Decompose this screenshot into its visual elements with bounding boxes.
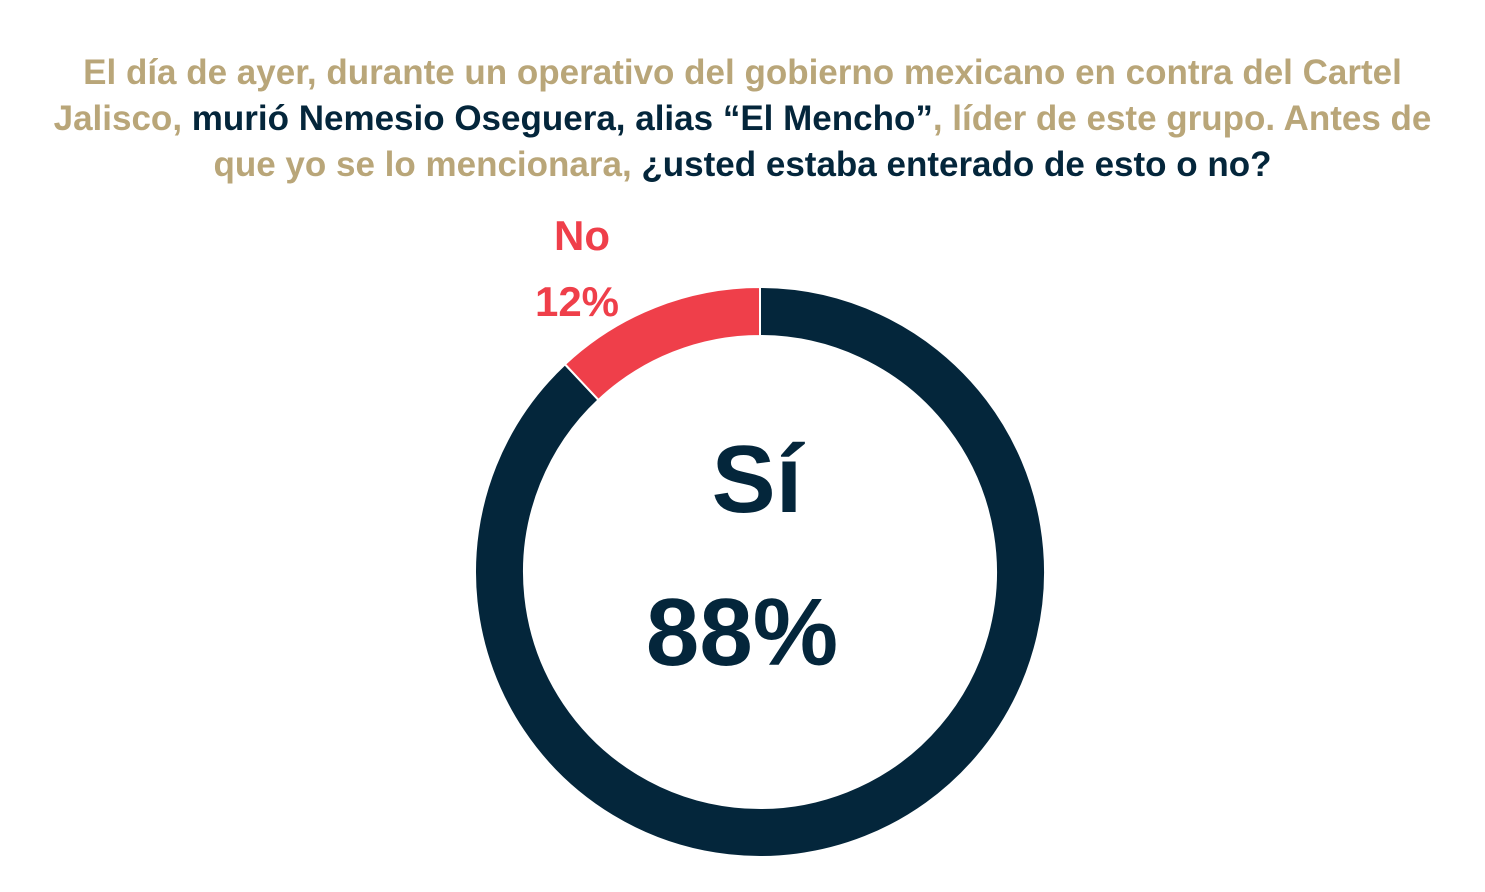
si-label: Sí xyxy=(712,426,806,533)
question-part-1: El día de ayer, durante un operativo del… xyxy=(53,53,1402,138)
donut-slice-si xyxy=(474,285,1046,858)
donut-slice-no xyxy=(563,285,761,402)
si-value-label: 88% xyxy=(646,579,838,686)
no-label: No xyxy=(554,212,610,259)
donut-slices xyxy=(474,285,1046,858)
question-text: El día de ayer, durante un operativo del… xyxy=(40,50,1445,188)
no-value-label: 12% xyxy=(535,278,619,325)
question-part-3: , líder de este grupo. Antes de que yo s… xyxy=(213,99,1432,184)
question-part-2: murió Nemesio Oseguera, alias “El Mencho… xyxy=(191,99,933,138)
question-part-4: ¿usted estaba enterado de esto o no? xyxy=(641,145,1272,184)
